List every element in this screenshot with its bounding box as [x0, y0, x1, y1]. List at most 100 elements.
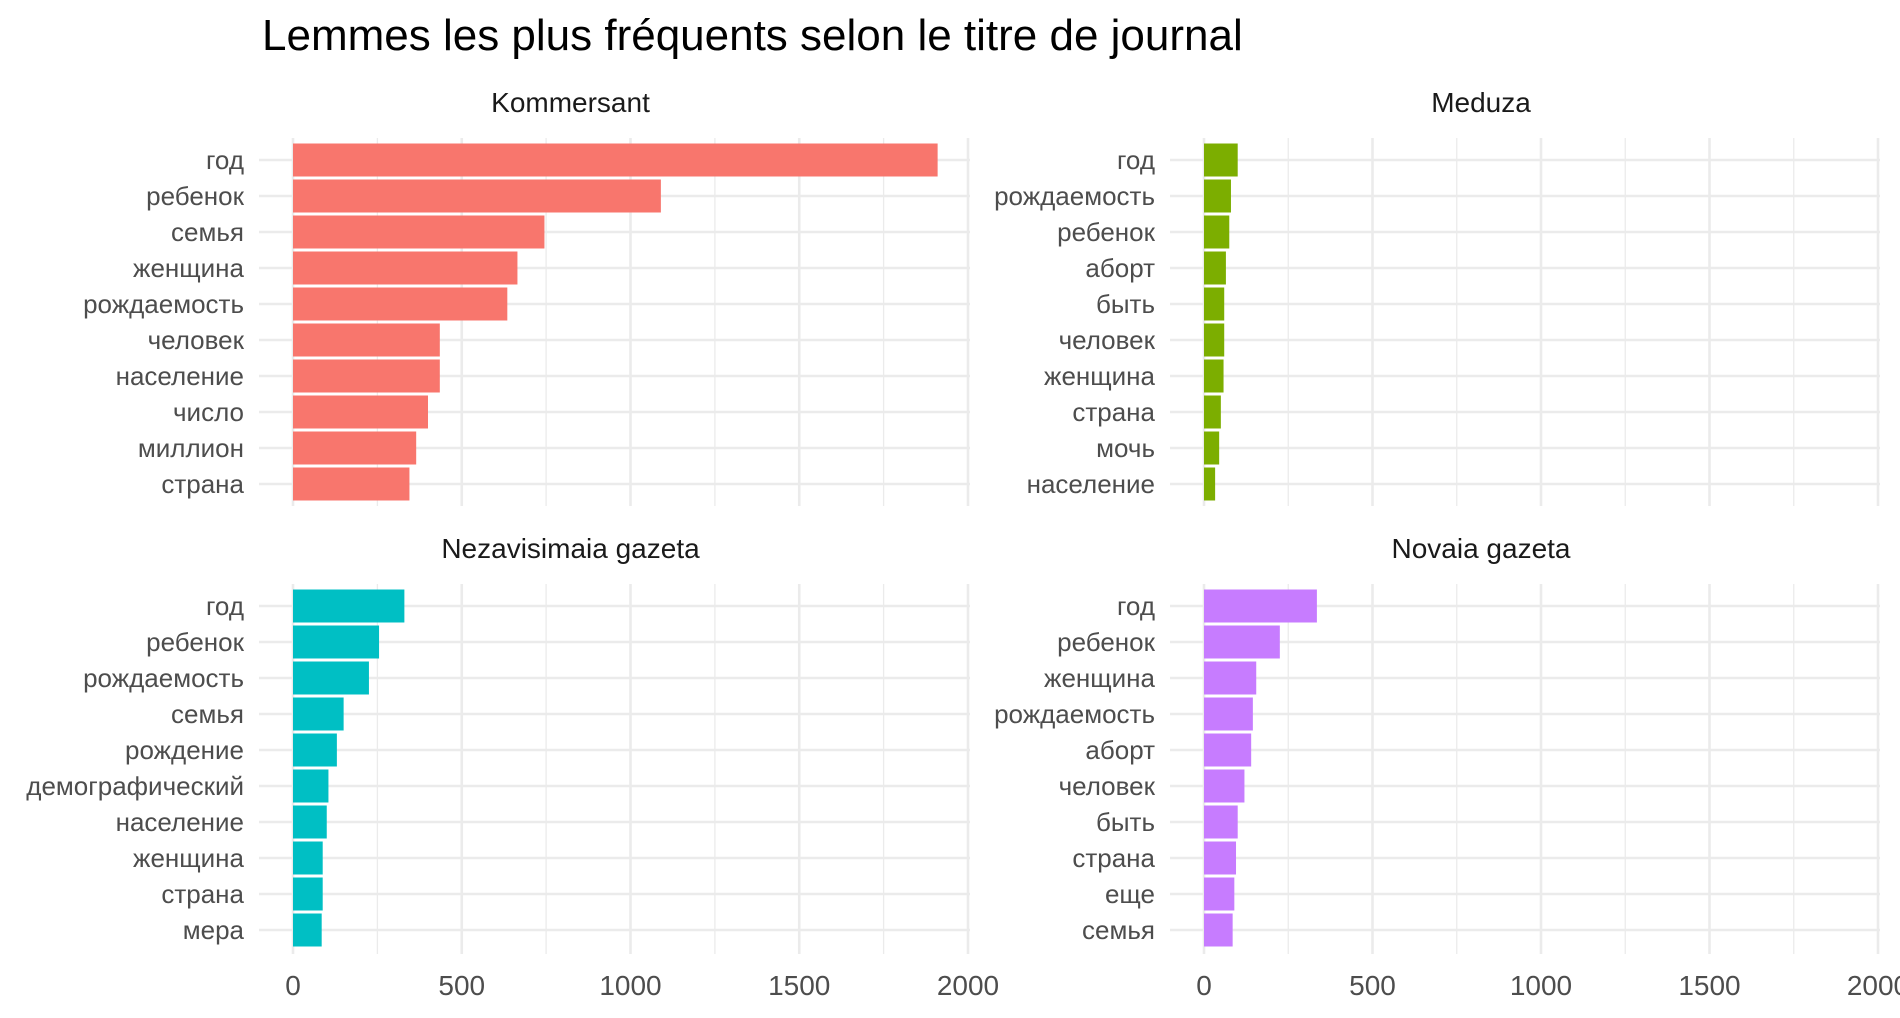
chart-title: Lemmes les plus fréquents selon le titre…	[262, 11, 1243, 60]
category-label: еще	[1105, 879, 1155, 909]
category-label: демографический	[26, 771, 244, 801]
category-label: страна	[1072, 397, 1155, 427]
bar	[293, 877, 323, 911]
category-label: число	[173, 397, 244, 427]
category-label: рождаемость	[994, 181, 1155, 211]
bar	[293, 733, 337, 767]
bar	[1204, 143, 1238, 177]
bar	[293, 841, 323, 875]
category-label: аборт	[1085, 735, 1155, 765]
category-label: страна	[1072, 843, 1155, 873]
x-tick-label: 1500	[1678, 970, 1740, 1001]
category-label: семья	[171, 217, 244, 247]
bar	[293, 359, 440, 393]
bar	[1204, 287, 1225, 321]
bar	[293, 215, 545, 249]
bar	[293, 143, 938, 177]
bar	[1204, 661, 1257, 695]
category-label: страна	[161, 469, 244, 499]
category-label: аборт	[1085, 253, 1155, 283]
bar	[1204, 805, 1238, 839]
category-label: год	[1117, 591, 1155, 621]
bar	[293, 179, 661, 213]
category-label: женщина	[1044, 361, 1155, 391]
bar	[293, 251, 518, 285]
bar	[1204, 467, 1216, 501]
category-label: страна	[161, 879, 244, 909]
bar	[1204, 589, 1317, 623]
bar	[293, 805, 327, 839]
bar	[293, 287, 508, 321]
category-label: год	[206, 591, 244, 621]
bar	[293, 395, 428, 429]
bar	[1204, 769, 1245, 803]
category-label: женщина	[133, 843, 244, 873]
category-label: население	[1027, 469, 1155, 499]
category-label: семья	[171, 699, 244, 729]
bar	[1204, 913, 1233, 947]
bar	[1204, 697, 1253, 731]
category-label: рождаемость	[83, 663, 244, 693]
category-label: рождаемость	[83, 289, 244, 319]
category-label: ребенок	[1057, 217, 1156, 247]
panel-title: Novaia gazeta	[1391, 533, 1570, 564]
category-label: ребенок	[146, 181, 245, 211]
bar	[293, 769, 329, 803]
bar	[293, 661, 369, 695]
x-tick-label: 2000	[937, 970, 999, 1001]
panel-novaia-gazeta: Novaia gazeta год ребенок женщина рождаемост…	[994, 533, 1900, 1001]
bar	[293, 913, 322, 947]
x-tick-label: 2000	[1847, 970, 1900, 1001]
bar	[293, 697, 344, 731]
category-label: мочь	[1096, 433, 1155, 463]
x-tick-label: 500	[1349, 970, 1396, 1001]
category-label: год	[1117, 145, 1155, 175]
category-label: семья	[1082, 915, 1155, 945]
x-tick-label: 500	[438, 970, 485, 1001]
bar	[1204, 625, 1280, 659]
panel-title: Meduza	[1431, 87, 1531, 118]
category-label: рождаемость	[994, 699, 1155, 729]
category-label: год	[206, 145, 244, 175]
bar	[1204, 359, 1224, 393]
x-tick-label: 1000	[1510, 970, 1572, 1001]
category-label: человек	[1059, 325, 1156, 355]
bar	[1204, 251, 1226, 285]
category-label: население	[116, 807, 244, 837]
panel-title: Kommersant	[491, 87, 650, 118]
category-label: рождение	[125, 735, 244, 765]
bar	[293, 589, 405, 623]
bar	[1204, 215, 1230, 249]
category-label: человек	[1059, 771, 1156, 801]
x-tick-label: 1000	[599, 970, 661, 1001]
category-label: быть	[1096, 807, 1155, 837]
category-label: человек	[148, 325, 245, 355]
bar	[293, 467, 410, 501]
bar	[293, 323, 440, 357]
bar	[1204, 841, 1237, 875]
x-tick-label: 1500	[768, 970, 830, 1001]
x-tick-label: 0	[1196, 970, 1212, 1001]
bar	[1204, 733, 1252, 767]
category-label: быть	[1096, 289, 1155, 319]
panel-meduza: Meduza год рождаемость ребенок аборт быть чело…	[994, 87, 1880, 506]
category-label: ребенок	[1057, 627, 1156, 657]
panels: Kommersant год ребенок семья женщина рождаемо…	[26, 87, 1900, 1001]
bar	[1204, 179, 1231, 213]
bar	[1204, 323, 1225, 357]
category-label: население	[116, 361, 244, 391]
x-tick-label: 0	[285, 970, 301, 1001]
bar	[1204, 395, 1221, 429]
panel-kommersant: Kommersant год ребенок семья женщина рождаемо…	[83, 87, 970, 506]
category-label: ребенок	[146, 627, 245, 657]
category-label: женщина	[1044, 663, 1155, 693]
category-label: миллион	[138, 433, 244, 463]
category-label: мера	[183, 915, 245, 945]
bar	[293, 431, 417, 465]
panel-title: Nezavisimaia gazeta	[441, 533, 700, 564]
category-label: женщина	[133, 253, 244, 283]
bar	[1204, 431, 1220, 465]
bar	[1204, 877, 1235, 911]
